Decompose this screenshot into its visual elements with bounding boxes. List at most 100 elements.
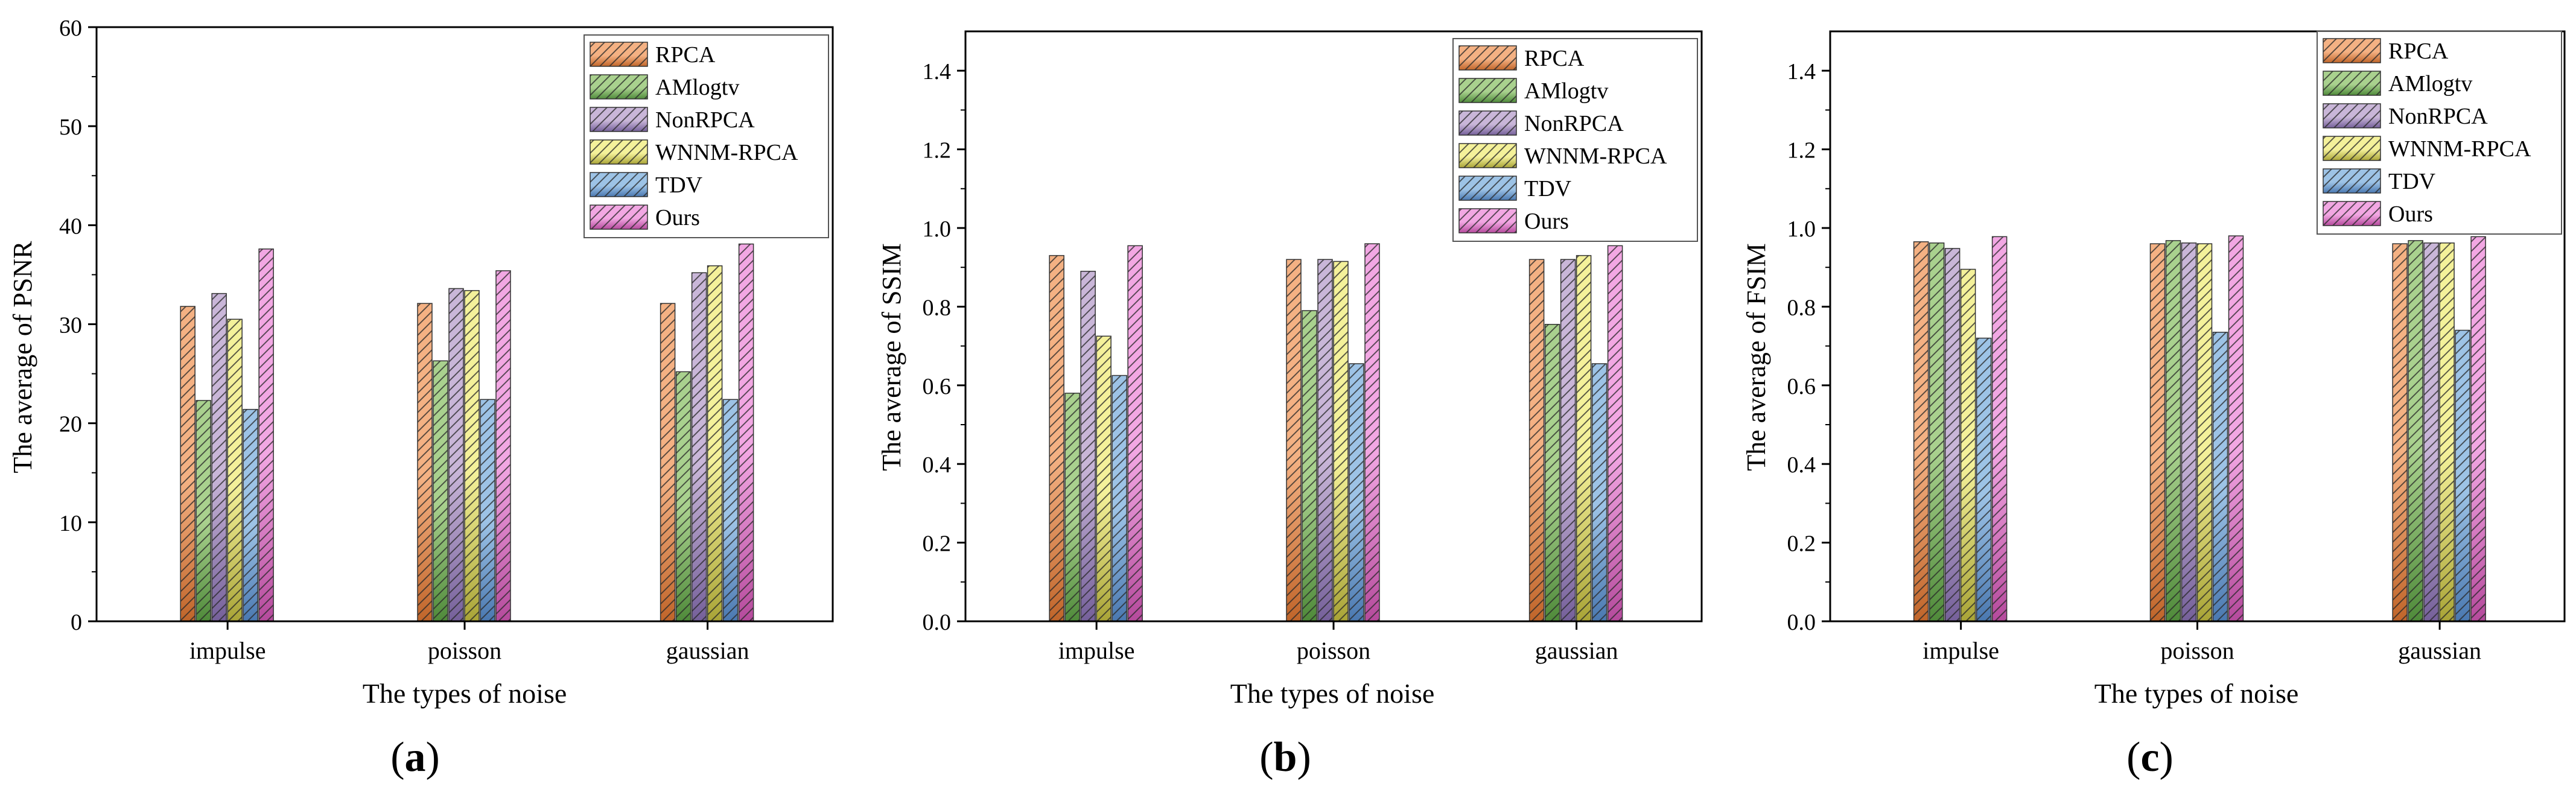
legend-label-b-AMlogtv: AMlogtv (1524, 78, 1608, 104)
legend-a: RPCA AMlogtv NonRPCA WNNM-RPCA TDV Ours (584, 34, 829, 238)
y-tick-label-c-3: 0.6 (1787, 374, 1816, 399)
y-tick-label-b-2: 0.4 (923, 452, 952, 478)
bar-a-impulse-AMlogtv (196, 400, 211, 622)
bar-a-gaussian-NonRPCA (691, 272, 707, 622)
bar-a-impulse-RPCA (180, 306, 196, 622)
legend-label-a-AMlogtv: AMlogtv (655, 75, 739, 100)
x-tick-label-c-gaussian: gaussian (2398, 637, 2481, 664)
bar-a-poisson-TDV (480, 399, 495, 622)
bar-b-impulse-RPCA (1049, 255, 1064, 622)
bar-a-impulse-WNNM-RPCA (227, 318, 243, 622)
plot-frame-c (1829, 30, 2566, 623)
x-tick-label-a-gaussian: gaussian (666, 637, 749, 664)
y-tick-label-c-5: 1.0 (1787, 217, 1816, 242)
bar-c-gaussian-AMlogtv (2408, 240, 2423, 622)
legend-label-a-WNNM-RPCA: WNNM-RPCA (655, 140, 798, 165)
legend-label-a-RPCA: RPCA (655, 42, 716, 68)
legend-entry-b-WNNM-RPCA: WNNM-RPCA (1458, 143, 1667, 169)
bar-a-poisson-Ours (495, 270, 511, 622)
plot-frame-a (95, 26, 834, 623)
y-tick-label-a-3: 30 (59, 313, 82, 338)
bar-a-gaussian-AMlogtv (675, 371, 692, 622)
legend-entry-a-NonRPCA: NonRPCA (590, 107, 755, 133)
bar-b-gaussian-AMlogtv (1544, 323, 1560, 622)
legend-label-b-RPCA: RPCA (1524, 46, 1585, 71)
legend-label-c-Ours: Ours (2388, 201, 2433, 227)
legend-c: RPCA AMlogtv NonRPCA WNNM-RPCA TDV Ours (2317, 31, 2562, 235)
y-tick-label-c-4: 0.8 (1787, 295, 1816, 320)
legend-entry-a-RPCA: RPCA (590, 42, 716, 68)
bar-b-impulse-TDV (1111, 375, 1127, 622)
bar-a-impulse-NonRPCA (211, 293, 227, 622)
y-tick-label-b-4: 0.8 (923, 295, 952, 320)
legend-label-a-TDV: TDV (655, 173, 703, 198)
legend-entry-c-Ours: Ours (2323, 201, 2433, 227)
plot-frame-b (964, 30, 1703, 623)
bar-b-poisson-WNNM-RPCA (1333, 261, 1349, 622)
legend-entry-b-RPCA: RPCA (1458, 45, 1585, 71)
bar-c-gaussian-WNNM-RPCA (2439, 242, 2455, 622)
y-axis-label-b: The average of SSIM (877, 243, 906, 471)
bar-b-poisson-NonRPCA (1317, 259, 1333, 622)
legend-entry-a-Ours: Ours (590, 204, 700, 230)
x-tick-label-b-impulse: impulse (1058, 637, 1135, 664)
x-axis-label-a: The types of noise (363, 678, 567, 709)
x-axis-label-c: The types of noise (2094, 678, 2299, 709)
bar-b-gaussian-TDV (1591, 363, 1608, 622)
legend-b: RPCA AMlogtv NonRPCA WNNM-RPCA TDV Ours (1452, 38, 1698, 242)
bar-b-poisson-AMlogtv (1302, 310, 1317, 622)
y-tick-label-a-1: 10 (59, 511, 82, 536)
legend-entry-c-RPCA: RPCA (2323, 38, 2449, 64)
bar-c-poisson-TDV (2212, 332, 2228, 622)
legend-label-b-NonRPCA: NonRPCA (1524, 111, 1624, 136)
bar-c-gaussian-TDV (2455, 329, 2470, 622)
bar-b-gaussian-NonRPCA (1560, 259, 1576, 622)
bar-c-poisson-WNNM-RPCA (2196, 243, 2213, 622)
legend-entry-c-NonRPCA: NonRPCA (2323, 103, 2488, 129)
x-tick-label-c-impulse: impulse (1922, 637, 1999, 664)
x-tick-label-b-poisson: poisson (1297, 637, 1370, 664)
bar-b-gaussian-RPCA (1528, 259, 1545, 622)
y-tick-label-b-6: 1.2 (923, 138, 952, 163)
legend-entry-a-TDV: TDV (590, 172, 703, 198)
bar-c-impulse-NonRPCA (1944, 248, 1961, 622)
y-tick-label-a-6: 60 (59, 16, 82, 41)
y-tick-label-b-1: 0.2 (923, 531, 952, 557)
legend-label-c-WNNM-RPCA: WNNM-RPCA (2388, 136, 2531, 162)
panel-label-c: (c) (2126, 734, 2174, 781)
x-tick-label-b-gaussian: gaussian (1535, 637, 1618, 664)
legend-box-c (2317, 31, 2562, 235)
bar-c-gaussian-Ours (2470, 236, 2486, 622)
legend-box-a (584, 34, 829, 238)
bar-c-poisson-AMlogtv (2165, 240, 2181, 622)
legend-label-b-TDV: TDV (1524, 176, 1572, 201)
bar-a-gaussian-RPCA (660, 303, 676, 622)
panel-b: 0.0 0.2 0.4 0.6 0.8 1.0 1.2 1.4 impulse poisson ga… (877, 30, 1703, 781)
bar-a-impulse-Ours (258, 248, 274, 622)
plot-area-b: 0.0 0.2 0.4 0.6 0.8 1.0 1.2 1.4 impulse poisson ga… (923, 30, 1703, 664)
y-tick-label-c-6: 1.2 (1787, 138, 1816, 163)
panel-a: 0 10 20 30 40 50 60 impulse poisson gaussian RPCA A… (8, 16, 834, 781)
bar-a-gaussian-Ours (738, 243, 754, 622)
bar-a-gaussian-WNNM-RPCA (707, 265, 723, 622)
bar-b-gaussian-WNNM-RPCA (1576, 255, 1592, 622)
bar-a-poisson-WNNM-RPCA (464, 290, 480, 622)
y-tick-label-b-7: 1.4 (923, 59, 952, 84)
legend-entry-c-WNNM-RPCA: WNNM-RPCA (2323, 136, 2531, 162)
panel-label-a-letter: a (405, 734, 426, 781)
bar-c-gaussian-NonRPCA (2423, 242, 2439, 622)
legend-entry-b-TDV: TDV (1458, 176, 1572, 201)
legend-label-c-NonRPCA: NonRPCA (2388, 104, 2488, 129)
y-tick-label-c-0: 0.0 (1787, 610, 1816, 635)
y-tick-label-a-0: 0 (71, 610, 82, 635)
y-tick-label-b-0: 0.0 (923, 610, 952, 635)
legend-box-b (1452, 38, 1698, 242)
bar-c-impulse-RPCA (1913, 241, 1929, 622)
bar-c-gaussian-RPCA (2392, 243, 2408, 622)
y-tick-label-a-5: 50 (59, 115, 82, 140)
legend-entry-c-AMlogtv: AMlogtv (2323, 71, 2472, 97)
plot-area-a: 0 10 20 30 40 50 60 impulse poisson gaussian RPCA A… (59, 16, 834, 664)
bar-b-poisson-RPCA (1286, 259, 1302, 622)
panel-c: 0.0 0.2 0.4 0.6 0.8 1.0 1.2 1.4 impulse poisson ga… (1741, 30, 2566, 781)
